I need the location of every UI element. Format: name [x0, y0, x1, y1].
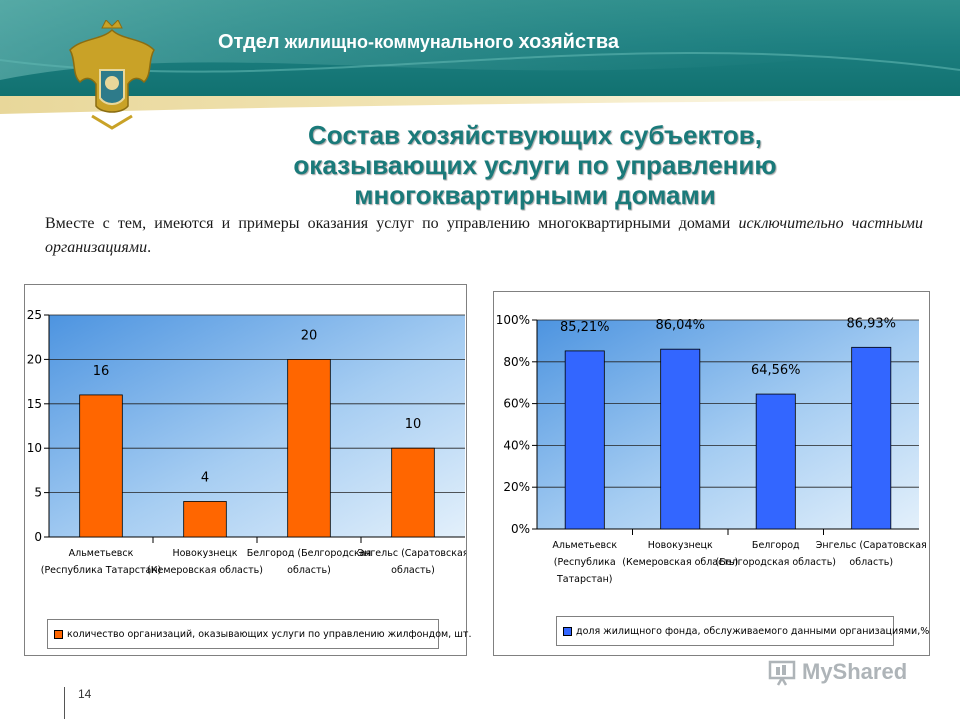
x-tick-label: Альметьевск	[552, 540, 617, 551]
data-label: 4	[201, 470, 209, 485]
x-tick-label: Альметьевск	[69, 548, 134, 559]
bar	[183, 501, 227, 538]
header-band: Отдел жилищно-коммунального хозяйства	[0, 0, 960, 100]
y-tick-label: 20	[27, 352, 42, 366]
y-tick-label: 5	[34, 486, 42, 500]
bar	[564, 350, 605, 530]
organizations-count-chart: 0 5 10 15 20 25 16 Альметьевск (Республика Татар…	[24, 284, 471, 656]
data-label: 86,04%	[655, 318, 705, 333]
y-tick-label: 40%	[503, 438, 530, 452]
bar	[287, 359, 331, 538]
y-tick-label: 100%	[496, 313, 530, 327]
x-tick-label: (Республика Татарстан)	[41, 565, 162, 576]
x-tick-label: (Республика	[554, 557, 616, 568]
bar	[391, 447, 435, 538]
chart-2-legend: доля жилищного фонда, обслуживаемого дан…	[556, 616, 929, 646]
x-tick-label: Белгород	[752, 540, 800, 551]
legend-label: количество организаций, оказывающих услу…	[67, 628, 472, 640]
x-tick-label: Энгельс (Саратовская	[816, 540, 927, 551]
bar	[660, 348, 701, 530]
legend-swatch	[563, 626, 572, 636]
x-tick-label: Новокузнецк	[172, 548, 237, 559]
x-tick-label: Энгельс (Саратовская	[357, 548, 466, 559]
data-label: 86,93%	[846, 316, 896, 331]
data-label: 85,21%	[560, 320, 610, 335]
coat-of-arms-logo	[69, 20, 155, 130]
x-tick-label: Татарстан)	[556, 574, 613, 585]
x-tick-label: (Кемеровская область)	[147, 565, 263, 576]
slide-title: Состав хозяйствующих субъектов, оказываю…	[293, 120, 777, 210]
y-tick-label: 60%	[503, 397, 530, 411]
bar	[755, 393, 796, 530]
body-paragraph: Вместе с тем, имеются и примеры оказания…	[45, 215, 924, 256]
header-gold-stripe	[0, 96, 960, 114]
y-tick-label: 25	[27, 308, 42, 322]
x-tick-label: Белгород (Белгородская	[247, 548, 372, 559]
y-tick-label: 10	[27, 441, 42, 455]
chart-1-svg: 0 5 10 15 20 25 16 Альметьевск (Республика Татар…	[27, 308, 466, 576]
data-label: 10	[405, 417, 422, 432]
x-tick-label: (Белгородская область)	[716, 557, 837, 568]
bar	[851, 346, 892, 530]
bar	[79, 394, 123, 538]
presentation-icon	[768, 660, 796, 686]
y-tick-label: 0%	[511, 522, 530, 536]
x-tick-label: (Кемеровская область)	[622, 557, 738, 568]
legend-swatch	[54, 629, 63, 639]
housing-share-chart: 0% 20% 40% 60% 80% 100% 85,21% Альметьевск (Респ…	[493, 291, 930, 656]
chart-2-svg: 0% 20% 40% 60% 80% 100% 85,21% Альметьевск (Респ…	[496, 313, 927, 585]
header-title: Отдел жилищно-коммунального хозяйства	[218, 31, 620, 53]
legend-label: доля жилищного фонда, обслуживаемого дан…	[576, 625, 930, 637]
x-tick-label: область)	[391, 565, 435, 576]
y-tick-label: 15	[27, 397, 42, 411]
watermark-text: MyShared	[802, 659, 908, 684]
data-label: 16	[93, 364, 110, 379]
x-tick-label: Новокузнецк	[648, 540, 713, 551]
chart-1-legend: количество организаций, оказывающих услу…	[47, 619, 471, 649]
y-tick-label: 80%	[503, 355, 530, 369]
data-label: 20	[301, 328, 318, 343]
x-tick-label: область)	[849, 557, 893, 568]
y-tick-label: 0	[34, 530, 42, 544]
x-tick-label: область)	[287, 565, 331, 576]
footer-rule	[64, 687, 65, 719]
watermark: MyShared	[768, 658, 907, 686]
data-label: 64,56%	[751, 363, 801, 378]
page-number: 14	[78, 687, 92, 701]
y-tick-label: 20%	[503, 480, 530, 494]
